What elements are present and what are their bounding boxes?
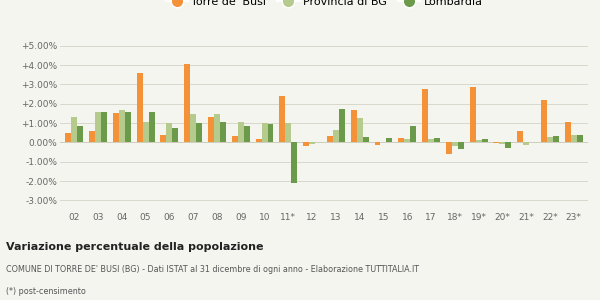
Bar — [143, 122, 149, 142]
Bar — [553, 136, 559, 142]
Bar — [286, 123, 291, 142]
Bar — [571, 135, 577, 142]
Bar — [410, 126, 416, 142]
Bar — [458, 142, 464, 149]
Bar — [101, 112, 107, 142]
Bar — [523, 142, 529, 145]
Bar — [244, 126, 250, 142]
Bar — [398, 139, 404, 142]
Bar — [256, 140, 262, 142]
Bar — [291, 142, 297, 183]
Text: (*) post-censimento: (*) post-censimento — [6, 286, 86, 296]
Bar — [220, 122, 226, 142]
Bar — [190, 114, 196, 142]
Bar — [125, 112, 131, 142]
Bar — [280, 96, 286, 142]
Bar — [517, 131, 523, 142]
Text: COMUNE DI TORRE DE' BUSI (BG) - Dati ISTAT al 31 dicembre di ogni anno - Elabora: COMUNE DI TORRE DE' BUSI (BG) - Dati IST… — [6, 266, 419, 274]
Bar — [541, 100, 547, 142]
Bar — [149, 112, 155, 142]
Bar — [428, 140, 434, 142]
Bar — [374, 142, 380, 145]
Bar — [262, 123, 268, 142]
Bar — [303, 142, 309, 146]
Bar — [238, 122, 244, 142]
Bar — [268, 124, 274, 142]
Bar — [172, 128, 178, 142]
Bar — [547, 136, 553, 142]
Bar — [339, 109, 345, 142]
Bar — [357, 118, 362, 142]
Bar — [362, 136, 368, 142]
Bar — [422, 89, 428, 142]
Bar — [333, 130, 339, 142]
Bar — [208, 117, 214, 142]
Text: Variazione percentuale della popolazione: Variazione percentuale della popolazione — [6, 242, 263, 251]
Bar — [309, 142, 315, 144]
Bar — [214, 114, 220, 142]
Bar — [137, 73, 143, 142]
Bar — [119, 110, 125, 142]
Bar — [577, 135, 583, 142]
Bar — [113, 113, 119, 142]
Bar — [351, 110, 357, 142]
Bar — [452, 142, 458, 146]
Bar — [434, 139, 440, 142]
Bar — [196, 123, 202, 142]
Bar — [499, 142, 505, 144]
Bar — [71, 117, 77, 142]
Bar — [65, 133, 71, 142]
Bar — [89, 131, 95, 142]
Bar — [77, 126, 83, 142]
Bar — [232, 136, 238, 142]
Bar — [327, 136, 333, 142]
Bar — [184, 64, 190, 142]
Bar — [470, 87, 476, 142]
Bar — [160, 135, 166, 142]
Bar — [505, 142, 511, 148]
Bar — [95, 112, 101, 142]
Bar — [386, 137, 392, 142]
Bar — [565, 122, 571, 142]
Bar — [166, 123, 172, 142]
Bar — [404, 140, 410, 142]
Legend: Torre de' Busi, Provincia di BG, Lombardia: Torre de' Busi, Provincia di BG, Lombard… — [161, 0, 487, 12]
Bar — [476, 140, 482, 142]
Bar — [446, 142, 452, 154]
Bar — [482, 140, 488, 142]
Bar — [493, 142, 499, 143]
